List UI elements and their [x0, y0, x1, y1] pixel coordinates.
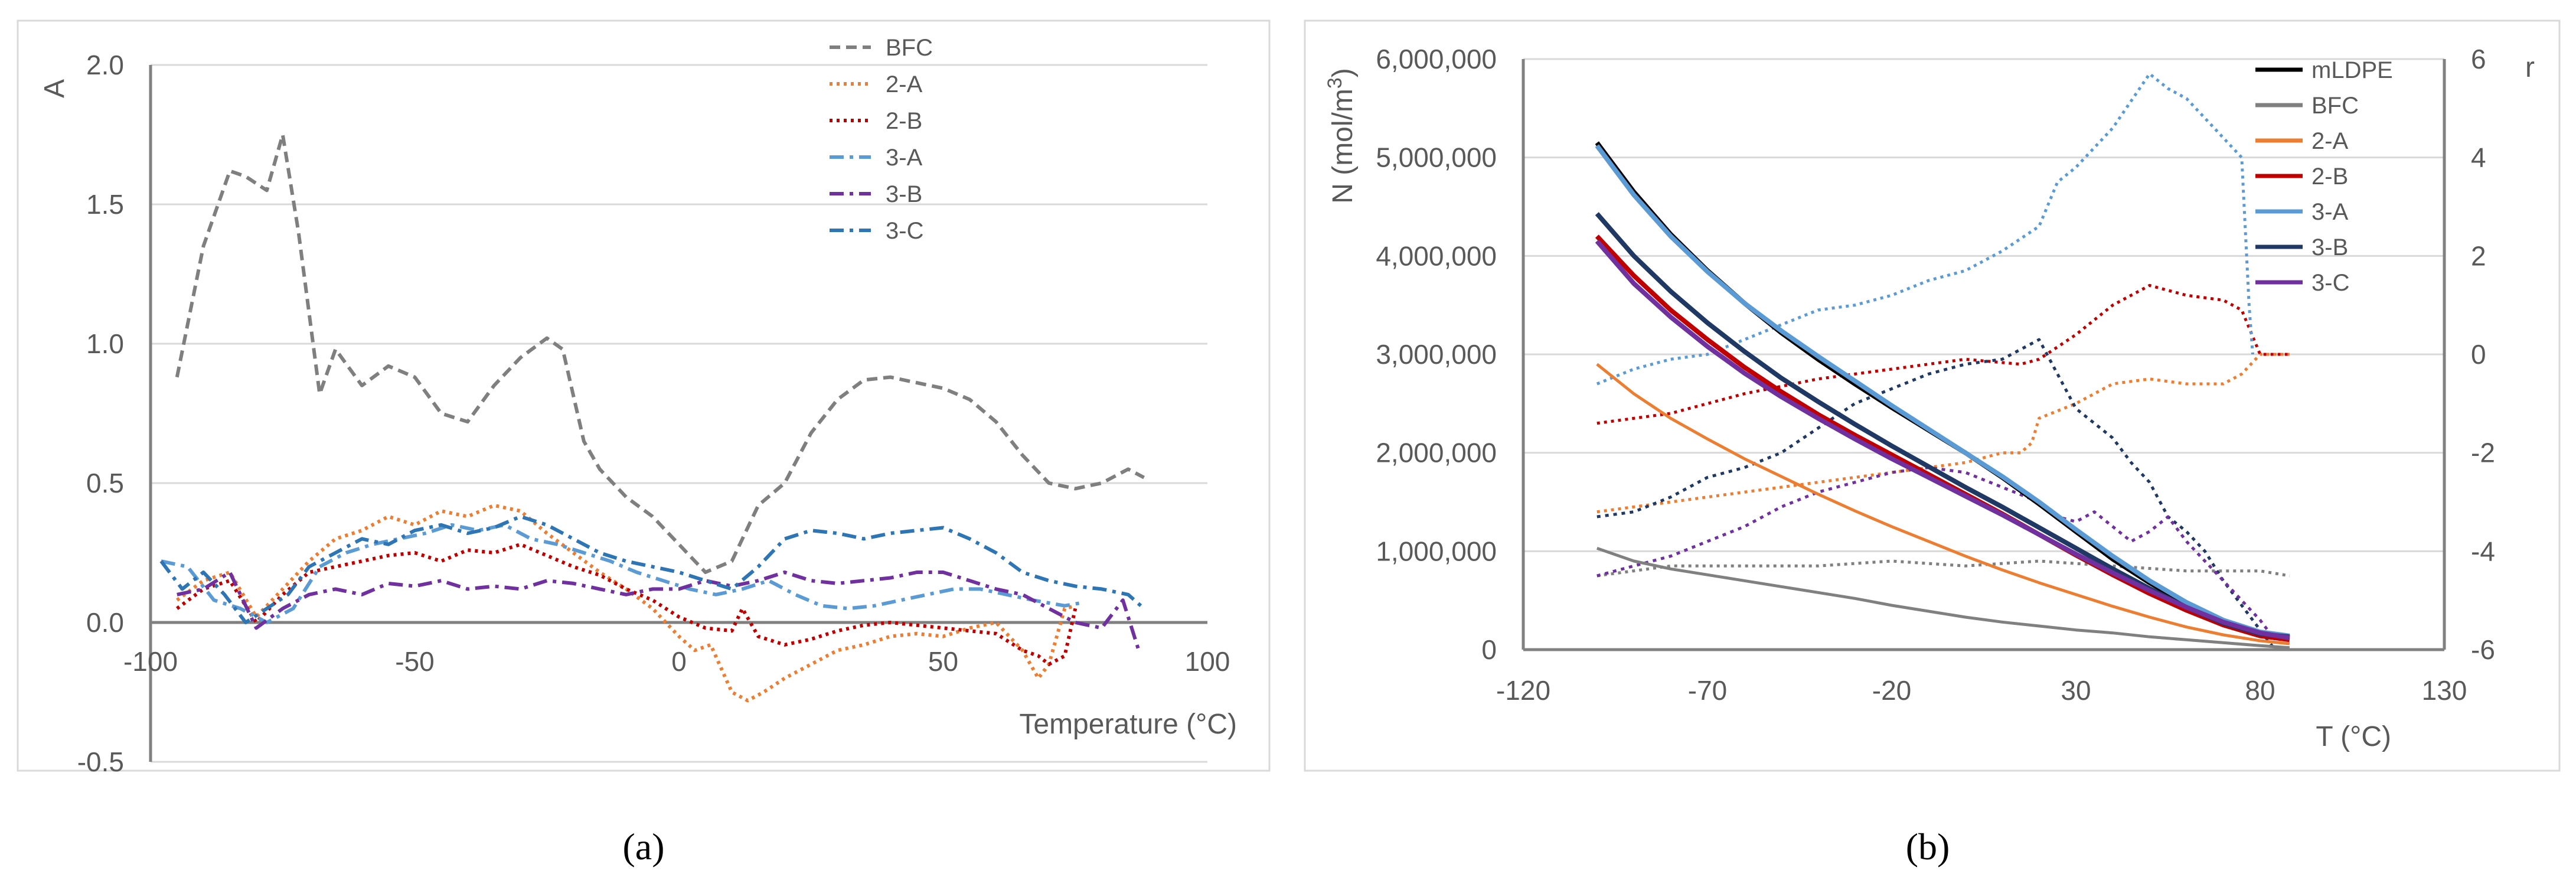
chart-a-legend-label-bfc: BFC	[886, 35, 933, 61]
chart-b-tick-labels: 0 1,000,000 2,000,000 3,000,000 4,000,000 5,0…	[1376, 44, 2495, 706]
chart-a-legend: BFC 2-A 2-B 3-A 3-B 3-C	[830, 35, 933, 244]
chart-a-series	[159, 133, 1145, 703]
chart-a-ytick-label: 1.0	[86, 328, 124, 359]
chart-b-y2tick-label: -4	[2471, 536, 2495, 566]
chart-b-ytick-label: 1,000,000	[1376, 536, 1497, 566]
chart-b-legend-label-mldpe: mLDPE	[2311, 57, 2393, 83]
chart-a-axes	[149, 65, 1207, 762]
chart-b-series-2-a-r	[1596, 353, 2290, 514]
chart-b-ytick-label: 2,000,000	[1376, 438, 1497, 468]
chart-b-xtick-label: -70	[1688, 675, 1727, 706]
chart-b-ylabel: N (mol/m3)	[1324, 68, 1359, 204]
chart-a-ylabel: A	[39, 79, 70, 98]
chart-b-series-bfc	[1596, 546, 2290, 650]
chart-a-legend-label-2-b: 2-B	[886, 108, 922, 134]
chart-a-legend-label-2-a: 2-A	[886, 71, 923, 97]
chart-b-series-3-c	[1595, 239, 2290, 640]
chart-b-legend-label-3-c: 3-C	[2311, 270, 2349, 296]
chart-b-legend-label-2-b: 2-B	[2311, 164, 2348, 190]
caption-b: (b)	[1906, 826, 1950, 868]
chart-a-ytick-label: -0.5	[77, 746, 124, 777]
chart-b-border	[1304, 19, 2561, 772]
chart-b-xtick-label: 130	[2422, 675, 2467, 706]
chart-b-y2tick-label: 6	[2471, 44, 2486, 74]
chart-a-xtick-label: 0	[671, 646, 687, 677]
chart-b-ytick-label: 6,000,000	[1376, 44, 1497, 74]
chart-b-y2tick-label: -2	[2471, 438, 2495, 468]
chart-a-xtick-label: 100	[1185, 646, 1230, 677]
chart-b-axes	[1522, 59, 2446, 651]
chart-b-y2label: r	[2525, 52, 2535, 83]
chart-a-ytick-label: 0.0	[86, 607, 124, 638]
chart-a-series-3-c	[159, 514, 1145, 624]
chart-b-series-2-a	[1596, 363, 2290, 646]
chart-b-y2tick-label: 0	[2471, 339, 2486, 370]
chart-b-xtick-label: -20	[1872, 675, 1911, 706]
chart-a-ytick-label: 2.0	[86, 50, 124, 80]
chart-b-xtick-label: 30	[2061, 675, 2091, 706]
chart-b-y2tick-label: 4	[2471, 142, 2486, 173]
chart-a-series-2-b	[176, 542, 1078, 666]
chart-a-legend-label-3-b: 3-B	[886, 181, 922, 207]
chart-b-ytick-label: 3,000,000	[1376, 339, 1497, 370]
chart-a-series-3-a	[161, 523, 1081, 624]
chart-a-xtick-label: -50	[395, 646, 434, 677]
chart-b-series-bfc-r	[1596, 559, 2290, 578]
chart-b-y2tick-label: 2	[2471, 240, 2486, 271]
chart-b-ytick-label: 5,000,000	[1376, 142, 1497, 173]
chart-b-series	[1595, 72, 2290, 651]
chart-a-series-3-b	[177, 570, 1141, 651]
chart-b-gridlines	[1523, 58, 2444, 552]
chart-b-series-3-a	[1595, 144, 2290, 638]
chart-a-xlabel: Temperature (°C)	[1019, 709, 1237, 740]
chart-a-series-2-a	[176, 503, 1076, 703]
chart-a-tick-labels: -0.5 0.0 0.5 1.0 1.5 2.0 -100 -50 0 50 100	[77, 50, 1230, 777]
chart-b-xtick-label: 80	[2245, 675, 2275, 706]
chart-panel-a: -0.5 0.0 0.5 1.0 1.5 2.0 -100 -50 0 50 100 A Tempe…	[17, 19, 1271, 777]
chart-b-ytick-label: 4,000,000	[1376, 240, 1497, 271]
chart-a-legend-label-3-a: 3-A	[886, 145, 923, 171]
chart-a-ytick-label: 1.5	[86, 189, 124, 220]
chart-b-legend-label-3-b: 3-B	[2311, 234, 2348, 260]
chart-b-series-2-b-r	[1596, 283, 2290, 425]
chart-a-xtick-label: -100	[123, 646, 178, 677]
chart-a-gridlines	[151, 64, 1207, 763]
chart-a-legend-label-3-c: 3-C	[886, 218, 923, 244]
chart-b-ytick-label: 0	[1481, 634, 1497, 665]
chart-b-xlabel: T (°C)	[2316, 721, 2391, 752]
chart-b-legend-label-2-a: 2-A	[2311, 128, 2349, 154]
chart-a-border	[17, 19, 1271, 772]
chart-a-series-bfc	[175, 133, 1145, 574]
chart-b-legend: mLDPE BFC 2-A 2-B 3-A 3-B 3-C	[2255, 57, 2393, 296]
chart-b-xtick-label: -120	[1496, 675, 1550, 706]
chart-b-y2tick-label: -6	[2471, 634, 2495, 665]
chart-a-xtick-label: 50	[928, 646, 958, 677]
caption-a: (a)	[622, 826, 664, 868]
chart-panel-b: 0 1,000,000 2,000,000 3,000,000 4,000,000 5,0…	[1304, 19, 2561, 772]
chart-a-ytick-label: 0.5	[86, 468, 124, 498]
chart-b-legend-label-3-a: 3-A	[2311, 199, 2349, 225]
chart-b-legend-label-bfc: BFC	[2311, 93, 2359, 119]
